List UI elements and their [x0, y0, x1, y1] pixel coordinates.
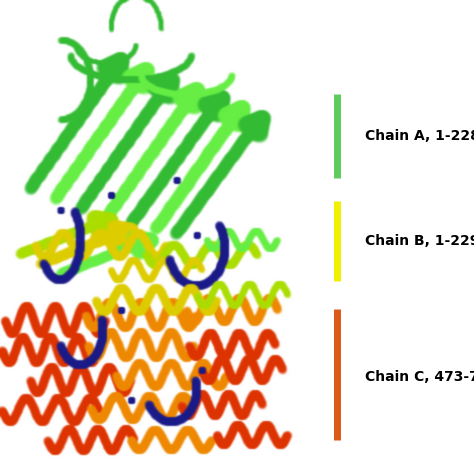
Text: Chain C, 473-788 AA: Chain C, 473-788 AA [365, 370, 474, 384]
Text: Chain B, 1-229-472 AA: Chain B, 1-229-472 AA [365, 234, 474, 248]
Text: Chain A, 1-228 AA: Chain A, 1-228 AA [365, 129, 474, 143]
